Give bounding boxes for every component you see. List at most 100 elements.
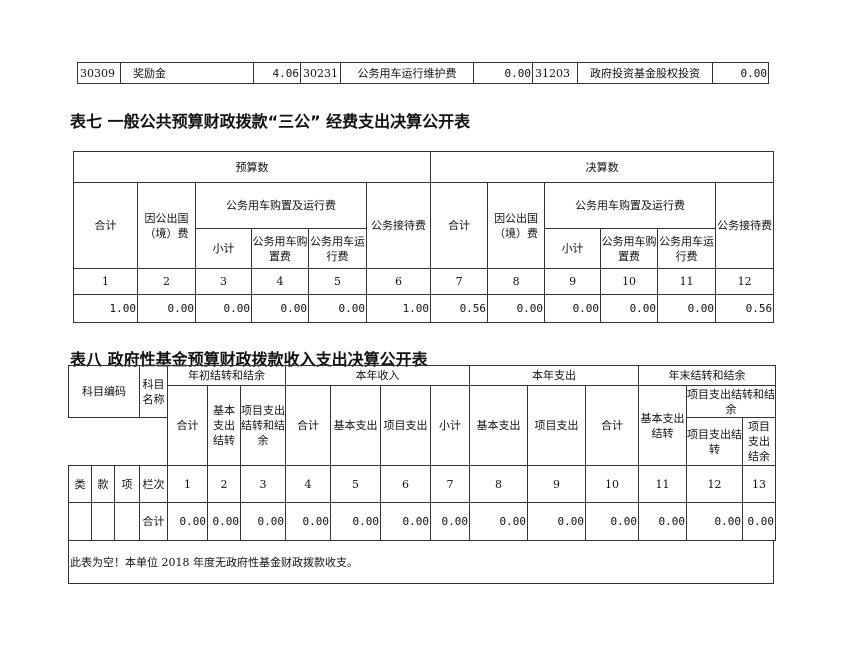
- begin-header: 年初结转和结余: [167, 365, 286, 386]
- xiang-header: 项: [114, 465, 140, 503]
- table7-title: 表七 一般公共预算财政拨款“三公” 经费支出决算公开表: [70, 112, 471, 131]
- column-number: 6: [380, 465, 431, 503]
- column-number: 7: [430, 465, 470, 503]
- lanci-header: 栏次: [139, 465, 168, 503]
- value-cell: 0.00: [712, 62, 769, 84]
- value-cell: 0.00: [657, 294, 717, 323]
- car-buy-header: 公务用车购置费: [251, 228, 309, 269]
- code-cell: 30231: [300, 62, 341, 84]
- column-number: 2: [137, 268, 196, 295]
- column-number: 1: [167, 465, 208, 503]
- car-header: 公务用车购置及运行费: [544, 182, 717, 229]
- abroad-header: 因公出国（境）费: [137, 182, 196, 269]
- three-public-expense-table: 预算数 决算数 合计 因公出国（境）费 公务用车购置及运行费 公务接待费 合计 因…: [72, 151, 775, 323]
- total-label: 合计: [139, 502, 168, 541]
- car-header: 公务用车购置及运行费: [195, 182, 367, 229]
- basic-header: 基本支出: [469, 385, 528, 466]
- value-cell: 0.00: [330, 502, 381, 541]
- value-cell: 4.06: [253, 62, 301, 84]
- value-cell: 0.00: [430, 502, 470, 541]
- column-number: 8: [469, 465, 528, 503]
- reception-header: 公务接待费: [715, 182, 775, 269]
- subtotal-header: 小计: [544, 228, 602, 269]
- abroad-header: 因公出国（境）费: [487, 182, 546, 269]
- column-number: 5: [330, 465, 381, 503]
- value-cell: 0.56: [430, 294, 489, 323]
- total-header: 合计: [430, 182, 489, 269]
- end-header: 年末结转和结余: [638, 365, 776, 386]
- car-buy-header: 公务用车购置费: [600, 228, 659, 269]
- column-number: 9: [544, 268, 602, 295]
- proj-carry-header: 项目支出结转: [686, 417, 743, 466]
- budget-header: 预算数: [72, 151, 432, 183]
- value-cell: 1.00: [365, 294, 432, 323]
- proj-header: 项目支出: [380, 385, 431, 466]
- value-cell: 0.00: [638, 502, 687, 541]
- value-cell: 0.00: [585, 502, 639, 541]
- proj-header: 项目支出: [527, 385, 586, 466]
- value-cell: 0.56: [715, 294, 775, 323]
- column-number: 5: [308, 268, 367, 295]
- expense-header: 本年支出: [469, 365, 639, 386]
- value-cell: 0.00: [487, 294, 546, 323]
- value-cell: 0.00: [473, 62, 533, 84]
- final-header: 决算数: [430, 151, 775, 183]
- name-cell: 奖励金: [120, 62, 254, 84]
- car-run-header: 公务用车运行费: [308, 228, 367, 269]
- value-cell: 0.00: [544, 294, 602, 323]
- basic-carry-header: 基本支出结转: [638, 385, 687, 466]
- value-cell: 0.00: [380, 502, 431, 541]
- subtotal-header: 小计: [195, 228, 252, 269]
- value-cell: 0.00: [240, 502, 286, 541]
- basic-carry-header: 基本支出结转: [207, 385, 241, 466]
- column-number: 10: [585, 465, 639, 503]
- proj-carry-bal-header: 项目支出结转和结余: [240, 385, 286, 466]
- value-cell: 0.00: [167, 502, 208, 541]
- code-header: 科目编码: [68, 365, 140, 418]
- column-number: 3: [240, 465, 286, 503]
- table-row: 30309 奖励金 4.06 30231 公务用车运行维护费 0.00 3120…: [77, 62, 769, 84]
- column-number: 13: [742, 465, 776, 503]
- table8-title: 表八 政府性基金预算财政拨款收入支出决算公开表: [70, 350, 428, 369]
- value-cell: 0.00: [469, 502, 528, 541]
- column-number: 2: [207, 465, 241, 503]
- name-header: 科目名称: [139, 365, 168, 418]
- total-header: 合计: [285, 385, 331, 466]
- value-cell: 0.00: [195, 294, 252, 323]
- column-number: 10: [600, 268, 659, 295]
- total-header: 合计: [73, 182, 138, 269]
- column-number: 12: [715, 268, 775, 295]
- column-number: 3: [195, 268, 252, 295]
- kuan-header: 款: [91, 465, 115, 503]
- value-cell: 0.00: [285, 502, 331, 541]
- value-cell: 0.00: [686, 502, 743, 541]
- empty-note: 此表为空！本单位 2018 年度无政府性基金财政拨款收支。: [68, 540, 774, 584]
- car-run-header: 公务用车运行费: [657, 228, 717, 269]
- code-cell: 30309: [77, 62, 121, 84]
- column-number: 11: [657, 268, 717, 295]
- lei-header: 类: [68, 465, 92, 503]
- name-cell: 政府投资基金股权投资: [577, 62, 713, 84]
- column-number: 11: [638, 465, 687, 503]
- value-cell: 0.00: [251, 294, 309, 323]
- subtotal-header: 小计: [430, 385, 470, 466]
- proj-bal-header: 项目支出结余: [742, 417, 776, 466]
- column-number: 7: [430, 268, 489, 295]
- basic-header: 基本支出: [330, 385, 381, 466]
- reception-header: 公务接待费: [365, 182, 432, 269]
- value-cell: 1.00: [73, 294, 138, 323]
- column-number: 12: [686, 465, 743, 503]
- column-number: 4: [251, 268, 309, 295]
- column-number: 1: [73, 268, 138, 295]
- value-cell: 0.00: [600, 294, 659, 323]
- code-cell: 31203: [532, 62, 578, 84]
- expense-detail-table-tail: 30309 奖励金 4.06 30231 公务用车运行维护费 0.00 3120…: [77, 62, 769, 84]
- gov-fund-table: 科目编码 科目名称 年初结转和结余 本年收入 本年支出 年末结转和结余 合计 基…: [68, 365, 776, 541]
- column-number: 6: [365, 268, 432, 295]
- name-cell: 公务用车运行维护费: [340, 62, 474, 84]
- column-number: 8: [487, 268, 546, 295]
- total-header: 合计: [585, 385, 639, 466]
- value-cell: 0.00: [527, 502, 586, 541]
- value-cell: 0.00: [137, 294, 196, 323]
- column-number: 9: [527, 465, 586, 503]
